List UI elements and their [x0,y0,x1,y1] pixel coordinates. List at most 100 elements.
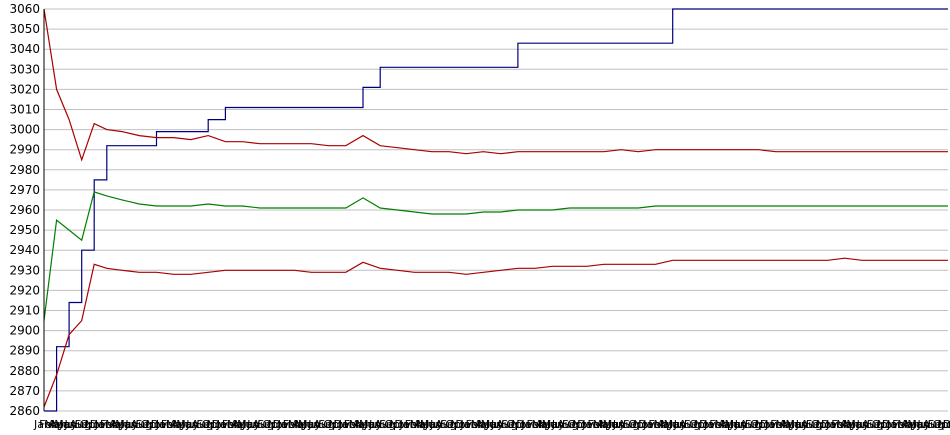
x-tick-label: Jan [825,418,843,431]
x-tick-label: Nov [146,418,168,431]
x-tick-label: Jun [912,418,930,431]
x-tick-label: Jun [241,418,259,431]
x-tick-label: Sep [440,418,461,431]
x-tick-label: Oct [323,418,343,431]
x-tick-label: Oct [506,418,526,431]
x-tick-label: Mar [410,418,431,431]
x-tick-label: Apr [780,418,800,431]
x-tick-label: Feb [770,418,789,431]
x-tick-label: Mar [44,418,65,431]
x-tick-label: Nov [633,418,655,431]
x-tick-label: Jun [302,418,320,431]
x-tick-label: May [846,418,869,431]
y-tick-label: 3000 [9,123,40,137]
x-tick-label: Apr [49,418,69,431]
y-tick-label: 2990 [9,143,40,157]
x-tick-label: Oct [872,418,892,431]
x-tick-label: Oct [933,418,950,431]
x-tick-label: Mar [714,418,735,431]
x-tick-label: Sep [562,418,583,431]
y-tick-label: 2860 [9,404,40,418]
y-tick-label: 3030 [9,62,40,76]
x-tick-label: Sep [257,418,278,431]
x-tick-label: Apr [841,418,861,431]
x-tick-label: Jun [485,418,503,431]
x-tick-label: Oct [445,418,465,431]
x-tick-label: Oct [567,418,587,431]
x-tick-label: Nov [85,418,107,431]
x-tick-label: Nov [755,418,777,431]
x-axis-tick-labels: JanFebMarAprMayJunJulAugSepOctNovDecJanF… [33,418,950,431]
x-tick-label: Nov [877,418,899,431]
x-tick-label: Jun [180,418,198,431]
x-tick-label: Apr [720,418,740,431]
x-tick-label: Dec [456,418,477,431]
series-line-3 [43,191,948,321]
x-tick-label: Sep [318,418,339,431]
x-tick-label: Jun [790,418,808,431]
y-tick-label: 2920 [9,283,40,297]
x-tick-label: Oct [628,418,648,431]
x-tick-label: Nov [694,418,716,431]
x-tick-label: Sep [684,418,705,431]
x-tick-label: Feb [709,418,728,431]
x-tick-label: Dec [516,418,537,431]
x-tick-label: Jan [338,418,356,431]
x-tick-label: Jul [856,418,870,431]
x-tick-label: Dec [577,418,598,431]
x-tick-label: Oct [689,418,709,431]
x-tick-label: Feb [39,418,58,431]
x-tick-label: May [176,418,199,431]
x-tick-label: Jan [521,418,539,431]
x-tick-label: Dec [882,418,903,431]
x-tick-label: Aug [557,418,578,431]
x-tick-label: Aug [191,418,212,431]
x-tick-label: Nov [207,418,229,431]
x-tick-label: Mar [349,418,370,431]
x-tick-label: Feb [831,418,850,431]
x-tick-label: Aug [313,418,334,431]
x-tick-label: Aug [679,418,700,431]
x-tick-label: Sep [623,418,644,431]
x-tick-label: May [664,418,687,431]
x-tick-label: Jul [368,418,382,431]
y-tick-label: 2910 [9,304,40,318]
y-tick-label: 2900 [9,324,40,338]
x-tick-label: May [786,418,809,431]
x-tick-label: May [420,418,443,431]
x-tick-label: Nov [329,418,351,431]
x-tick-label: Nov [450,418,472,431]
x-tick-label: Jun [119,418,137,431]
x-tick-label: Mar [836,418,857,431]
x-tick-label: Mar [471,418,492,431]
series-line-2 [43,8,948,162]
x-tick-label: Feb [222,418,241,431]
x-tick-label: Jun [546,418,564,431]
x-tick-label: Feb [892,418,911,431]
x-tick-label: Jun [58,418,76,431]
x-tick-label: Apr [415,418,435,431]
x-tick-label: Aug [252,418,273,431]
x-tick-label: Dec [151,418,172,431]
x-tick-label: Jun [607,418,625,431]
x-tick-label: Apr [537,418,557,431]
x-tick-label: Apr [659,418,679,431]
x-tick-label: Feb [588,418,607,431]
x-tick-label: Jul [551,418,565,431]
x-tick-label: Jul [734,418,748,431]
y-tick-label: 2870 [9,384,40,398]
x-tick-label: Jul [673,418,687,431]
x-tick-label: Dec [212,418,233,431]
series-line-4 [43,257,948,408]
x-tick-label: Jan [886,418,904,431]
y-tick-label: 3020 [9,82,40,96]
x-tick-label: Mar [105,418,126,431]
x-tick-label: Jul [307,418,321,431]
x-tick-label: Aug [374,418,395,431]
x-tick-label: Aug [740,418,761,431]
x-tick-label: Oct [750,418,770,431]
series-lines [43,8,948,412]
x-tick-label: Sep [197,418,218,431]
x-tick-label: Aug [862,418,883,431]
